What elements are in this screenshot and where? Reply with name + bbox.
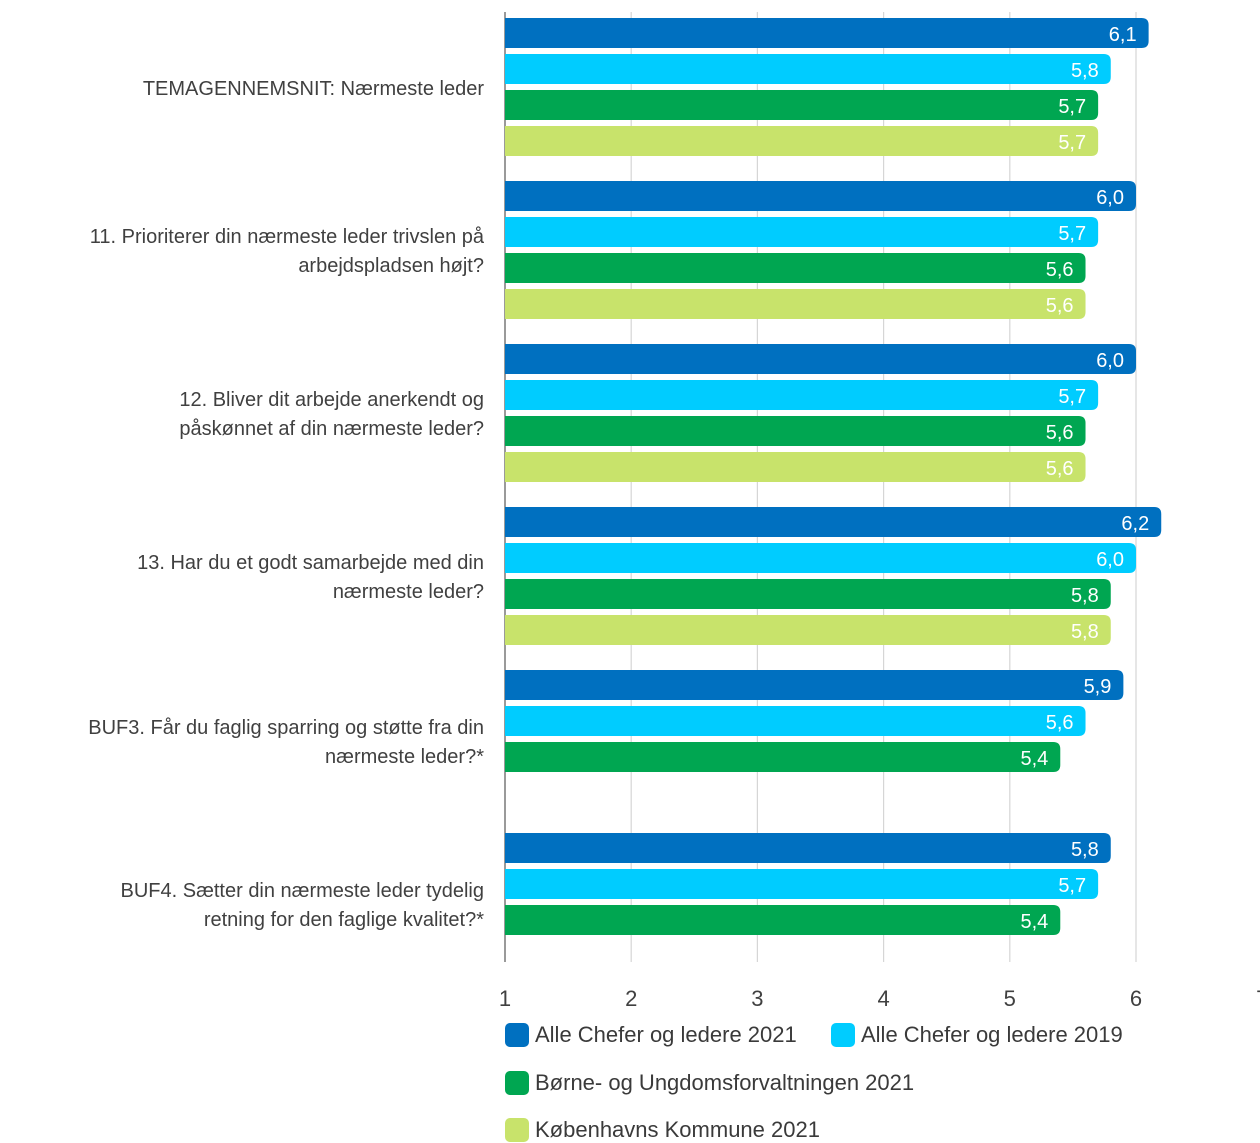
x-axis: 1 2 3 4 5 6 7 (499, 986, 1260, 1011)
category-label: 12. Bliver dit arbejde anerkendt og påskø… (0, 386, 484, 444)
bar (505, 253, 1086, 283)
category-label: 13. Har du et godt samarbejde med din nær… (0, 549, 484, 607)
legend-item: Børne- og Ungdomsforvaltningen 2021 (505, 1070, 914, 1096)
data-label: 5,6 (1046, 295, 1074, 317)
legend-label: Børne- og Ungdomsforvaltningen 2021 (535, 1070, 915, 1095)
gridlines (504, 12, 1137, 962)
category-label-line: arbejdspladsen højt? (298, 255, 484, 277)
bar (505, 452, 1086, 482)
category-label-line: retning for den faglige kvalitet?* (203, 909, 484, 931)
category-label-line: 12. Bliver dit arbejde anerkendt og (179, 389, 484, 411)
data-label: 5,8 (1071, 585, 1099, 607)
x-tick-label: 7 (1256, 986, 1260, 1011)
category-label-line: BUF4. Sætter din nærmeste leder tydelig (120, 880, 485, 902)
data-label: 5,7 (1058, 96, 1086, 118)
data-label: 5,6 (1046, 259, 1074, 281)
category-label-line: TEMAGENNEMSNIT: Nærmeste leder (142, 77, 484, 100)
x-tick-label: 2 (625, 986, 637, 1011)
bar (505, 18, 1149, 48)
category-label-line: 13. Har du et godt samarbejde med din (137, 552, 484, 574)
bar (505, 90, 1099, 120)
category-label-line: nærmeste leder?* (325, 746, 484, 768)
bar (505, 706, 1086, 736)
bar (505, 416, 1086, 446)
bar (505, 833, 1111, 863)
bar (505, 54, 1111, 84)
legend-item: Alle Chefer og ledere 2021 (505, 1022, 797, 1048)
category-label: BUF3. Får du faglig sparring og støtte f… (0, 714, 484, 772)
bar (505, 344, 1136, 374)
data-label: 5,4 (1020, 748, 1048, 770)
data-label: 5,6 (1046, 422, 1074, 444)
bar (505, 615, 1111, 645)
data-label: 5,6 (1046, 712, 1074, 734)
x-tick-label: 4 (877, 986, 889, 1011)
x-tick-label: 1 (499, 986, 511, 1011)
bar (505, 869, 1099, 899)
legend-label: Alle Chefer og ledere 2019 (861, 1022, 1123, 1047)
legend-label: Alle Chefer og ledere 2021 (535, 1022, 797, 1047)
category-label-line: 11. Prioriterer din nærmeste leder trivs… (89, 226, 484, 248)
category-label: BUF4. Sætter din nærmeste leder tydelig r… (0, 877, 485, 935)
bar (505, 579, 1111, 609)
data-label: 6,1 (1109, 24, 1137, 46)
bar (505, 380, 1099, 410)
x-tick-label: 5 (1004, 986, 1016, 1011)
legend-item: Alle Chefer og ledere 2019 (831, 1022, 1123, 1048)
bar (505, 670, 1124, 700)
legend-swatch (505, 1071, 529, 1095)
category-label: TEMAGENNEMSNIT: Nærmeste leder (0, 75, 484, 104)
bar (505, 543, 1136, 573)
category-label: 11. Prioriterer din nærmeste leder trivs… (0, 223, 484, 281)
data-label: 6,2 (1121, 513, 1149, 535)
bar (505, 126, 1099, 156)
data-label: 5,7 (1058, 223, 1086, 245)
legend-swatch (505, 1118, 529, 1142)
bars: 6,1 5,8 5,7 5,7 6,0 5,7 5,6 5,6 6,0 5,7 5,6 5,6 6,2 6… (505, 18, 1162, 935)
data-label: 5,7 (1058, 875, 1086, 897)
data-label: 5,4 (1020, 911, 1048, 933)
data-label: 5,8 (1071, 839, 1099, 861)
data-label: 5,9 (1084, 676, 1112, 698)
x-tick-label: 3 (751, 986, 763, 1011)
legend-label: Københavns Kommune 2021 (535, 1117, 820, 1142)
data-label: 5,6 (1046, 458, 1074, 480)
bar (505, 217, 1099, 247)
data-label: 5,7 (1058, 132, 1086, 154)
data-label: 6,0 (1096, 549, 1124, 571)
data-label: 6,0 (1096, 350, 1124, 372)
data-label: 5,8 (1071, 621, 1099, 643)
data-label: 6,0 (1096, 187, 1124, 209)
legend-swatch (831, 1023, 855, 1047)
data-label: 5,8 (1071, 60, 1099, 82)
category-label-line: påskønnet af din nærmeste leder? (179, 418, 484, 440)
legend-swatch (505, 1023, 529, 1047)
x-tick-label: 6 (1130, 986, 1142, 1011)
legend-item: Københavns Kommune 2021 (505, 1117, 820, 1143)
category-label-line: BUF3. Får du faglig sparring og støtte f… (88, 717, 484, 739)
bar (505, 905, 1061, 935)
bar (505, 742, 1061, 772)
bar (505, 507, 1162, 537)
category-label-line: nærmeste leder? (332, 581, 484, 603)
data-label: 5,7 (1058, 386, 1086, 408)
bar (505, 181, 1136, 211)
bar (505, 289, 1086, 319)
